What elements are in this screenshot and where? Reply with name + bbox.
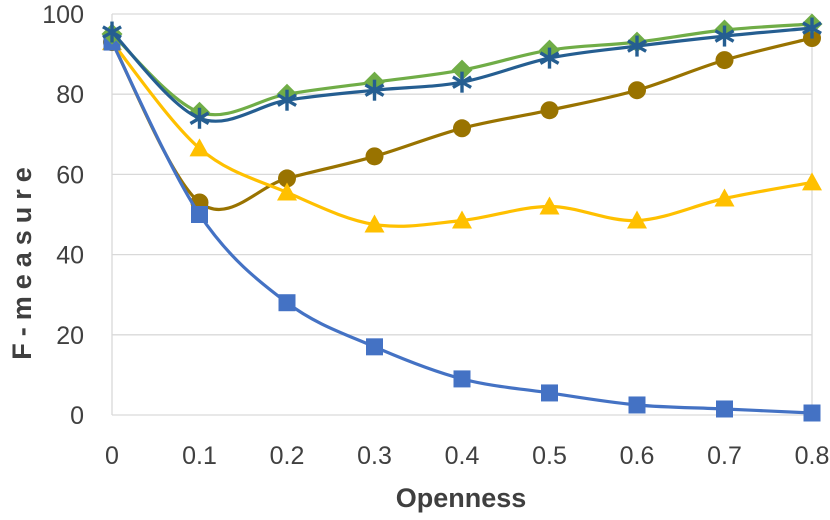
asterisk-spoke <box>627 39 647 53</box>
circle-marker <box>453 119 471 138</box>
series-dark-gold-circles <box>103 29 821 212</box>
circle-marker <box>540 101 559 120</box>
y-tick-label: 20 <box>56 322 84 350</box>
y-tick-label: 60 <box>56 161 84 189</box>
asterisk-spoke <box>714 29 735 43</box>
y-tick-label: 40 <box>56 242 84 270</box>
x-tick-label: 0.6 <box>620 442 655 470</box>
triangle-marker <box>452 210 472 229</box>
asterisk-spoke <box>802 21 822 35</box>
y-tick-label: 100 <box>42 1 84 29</box>
series-blue-squares <box>103 33 821 422</box>
y-axis-title: F-measure <box>7 160 37 360</box>
square-marker <box>541 384 558 402</box>
asterisk-marker <box>364 79 385 101</box>
x-tick-label: 0.7 <box>707 442 742 470</box>
y-tick-label: 0 <box>70 402 84 430</box>
x-tick-label: 0 <box>105 442 119 470</box>
series-gold-triangles <box>102 32 822 233</box>
series-dark-blue-asterisks <box>102 17 822 129</box>
x-axis-title: Openness <box>396 483 527 513</box>
square-marker <box>803 404 821 422</box>
square-marker <box>716 400 733 418</box>
asterisk-spoke <box>102 25 122 39</box>
asterisk-marker <box>189 107 210 129</box>
x-tick-label: 0.3 <box>357 442 392 470</box>
triangle-marker <box>277 182 297 201</box>
circle-marker <box>365 147 384 166</box>
asterisk-marker <box>627 35 647 57</box>
x-tick-label: 0.1 <box>182 442 217 470</box>
triangle-marker <box>627 210 647 229</box>
asterisk-marker <box>452 71 472 93</box>
square-marker <box>453 370 471 388</box>
y-tick-label: 80 <box>56 81 84 109</box>
asterisk-spoke <box>364 83 385 97</box>
square-marker <box>366 338 383 356</box>
asterisk-marker <box>714 25 735 47</box>
triangle-marker <box>364 214 385 233</box>
diamond-marker <box>451 59 473 81</box>
axis-tick-labels: 0 20 40 60 80 100 0 0.1 0.2 0.3 0.4 0.5 0.6 0.7 0.8 <box>42 1 829 470</box>
gridlines <box>111 13 813 416</box>
circle-marker <box>628 81 646 100</box>
asterisk-spoke <box>452 75 472 89</box>
triangle-marker <box>714 188 735 207</box>
triangle-marker <box>802 172 822 191</box>
triangle-marker <box>539 196 560 215</box>
triangle-marker <box>189 138 210 157</box>
circle-marker <box>278 169 296 188</box>
asterisk-marker <box>539 47 560 69</box>
x-tick-label: 0.4 <box>445 442 480 470</box>
asterisk-marker <box>802 17 822 39</box>
data-series <box>101 13 823 422</box>
asterisk-spoke <box>277 93 297 107</box>
x-tick-label: 0.2 <box>270 442 305 470</box>
circle-marker <box>715 51 734 70</box>
asterisk-spoke <box>189 111 210 125</box>
asterisk-marker <box>277 89 297 111</box>
asterisk-spoke <box>539 51 560 65</box>
square-marker <box>278 294 296 312</box>
square-marker <box>628 396 646 414</box>
x-tick-label: 0.8 <box>795 442 830 470</box>
series-green-diamonds <box>101 13 823 123</box>
x-tick-label: 0.5 <box>532 442 567 470</box>
asterisk-marker <box>102 21 122 43</box>
square-marker <box>191 206 208 223</box>
